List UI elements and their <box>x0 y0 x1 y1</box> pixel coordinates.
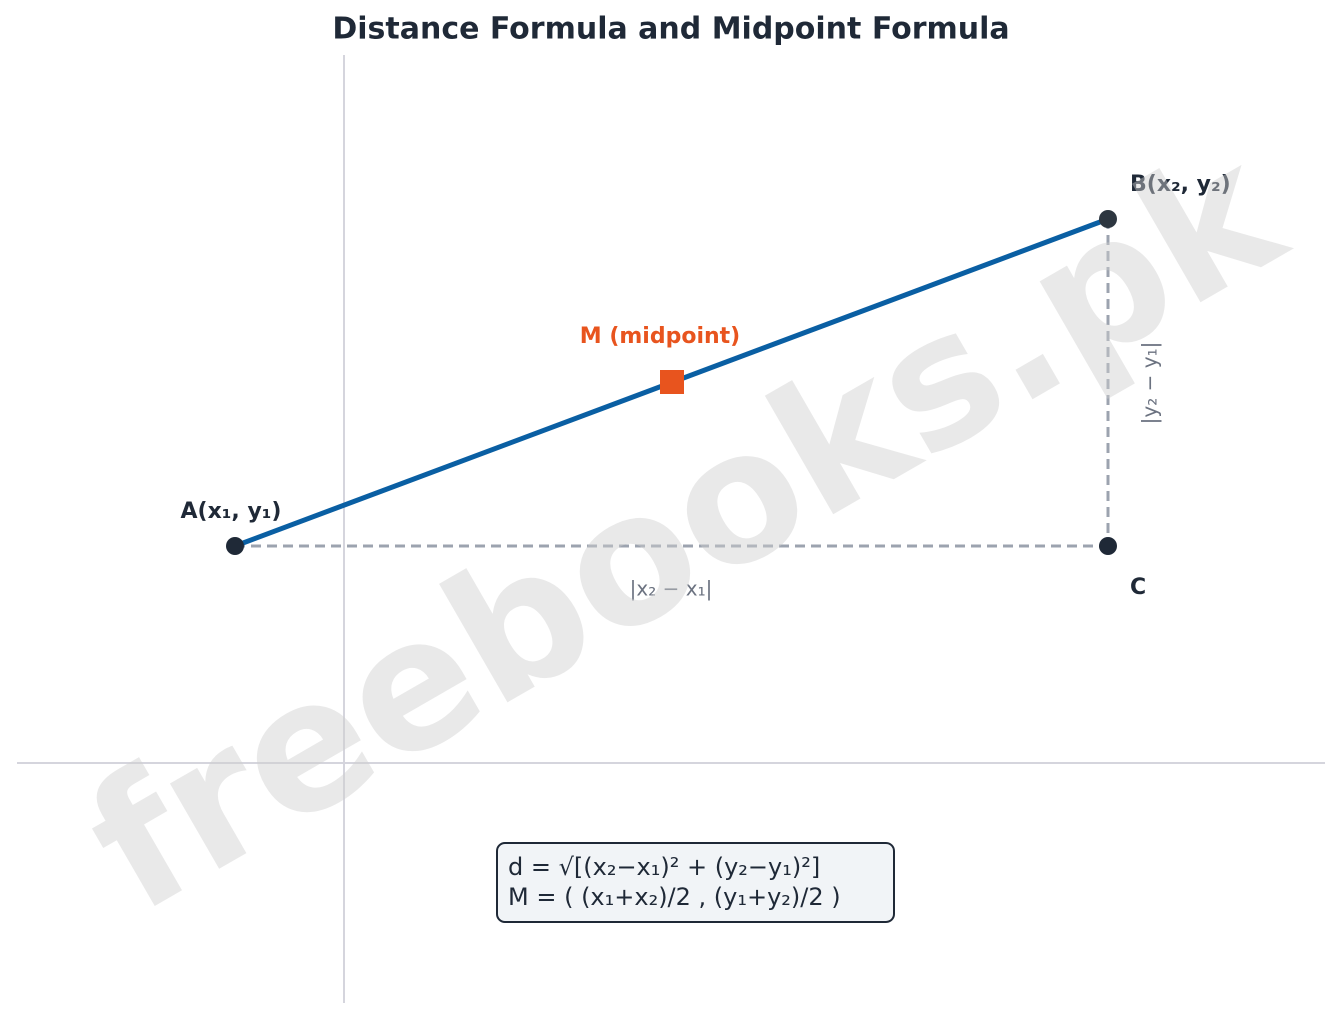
title: Distance Formula and Midpoint Formula <box>332 12 1009 47</box>
point-c <box>1099 537 1117 555</box>
point-a <box>226 537 244 555</box>
label-a: A(x₁, y₁) <box>181 499 282 524</box>
label-c: C <box>1130 575 1146 600</box>
label-dy: |y₂ − y₁| <box>1138 342 1162 425</box>
point-b <box>1099 210 1117 228</box>
formula: d = √[(x₂−x₁)² + (y₂−y₁)²] <box>508 853 820 881</box>
watermark: freebooks.pk <box>55 104 1316 953</box>
label-b: B(x₂, y₂) <box>1130 172 1231 197</box>
formula-box <box>496 842 895 923</box>
formula: M = ( (x₁+x₂)/2 , (y₁+y₂)/2 ) <box>508 883 841 911</box>
label-dx: |x₂ − x₁| <box>630 577 713 601</box>
label-m: M (midpoint) <box>580 324 740 349</box>
midpoint <box>660 370 684 394</box>
